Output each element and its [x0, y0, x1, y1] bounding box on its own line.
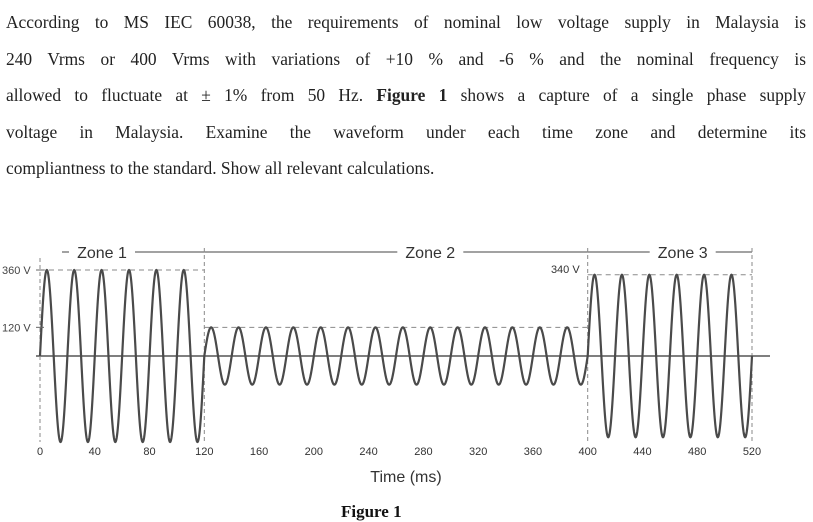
- wave-layer: [38, 268, 754, 444]
- x-tick-label: 480: [688, 446, 706, 458]
- ticks-layer: 360 V 120 V 0 40 80 120 160 200 240 280 320 360 400 4…: [2, 265, 761, 458]
- x-tick-label: 400: [579, 446, 597, 458]
- figure-caption: Figure 1: [341, 502, 402, 521]
- question-line-3-pre: allowed to fluctuate at ± 1% from 50 Hz.: [6, 85, 377, 106]
- question-line-5: compliantness to the standard. Show all …: [6, 158, 435, 179]
- x-tick-label: 240: [359, 446, 377, 458]
- x-tick-label: 360: [524, 446, 542, 458]
- x-tick-label: 40: [89, 446, 101, 458]
- x-tick-label: 80: [143, 446, 155, 458]
- question-line-3-post: shows a capture of a single phase supply: [447, 85, 806, 106]
- zone-label: Zone 1: [77, 245, 127, 262]
- zones-layer: Zone 1 Zone 2 Zone 3 340 V: [62, 245, 752, 276]
- guides-layer: [40, 248, 753, 442]
- y-tick-label: 360 V: [2, 265, 31, 277]
- zone-label: Zone 3: [658, 245, 708, 262]
- question-line-4: voltage in Malaysia. Examine the wavefor…: [6, 121, 806, 142]
- x-tick-label: 200: [305, 446, 323, 458]
- x-tick-label: 120: [195, 446, 213, 458]
- x-tick-label: 0: [37, 446, 43, 458]
- x-tick-label: 520: [743, 446, 761, 458]
- figure-reference: Figure 1: [376, 85, 448, 106]
- question-line-2: 240 Vrms or 400 Vrms with variations of …: [6, 48, 806, 69]
- x-tick-label: 280: [414, 446, 432, 458]
- question-line-1: According to MS IEC 60038, the requireme…: [6, 12, 806, 32]
- voltage-waveform-line: [38, 268, 754, 444]
- voltage-waveform-chart: Zone 1 Zone 2 Zone 3 340 V 360 V 120 V 0 40 80 1…: [2, 245, 770, 486]
- question-text: According to MS IEC 60038, the requireme…: [6, 4, 806, 187]
- question-line-3: allowed to fluctuate at ± 1% from 50 Hz.…: [6, 77, 806, 114]
- y-tick-label: 120 V: [2, 322, 31, 334]
- zone-label: Zone 2: [405, 245, 455, 262]
- annotation-label: 340 V: [551, 264, 580, 276]
- x-axis-label: Time (ms): [370, 469, 441, 486]
- x-tick-label: 440: [633, 446, 651, 458]
- x-tick-label: 160: [250, 446, 268, 458]
- x-tick-label: 320: [469, 446, 487, 458]
